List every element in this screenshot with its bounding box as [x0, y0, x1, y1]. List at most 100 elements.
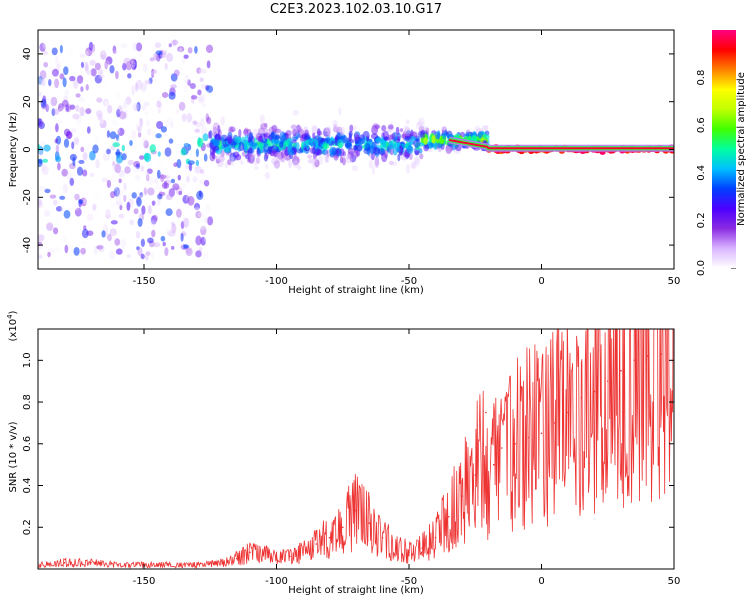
- spectrogram-cell: [131, 154, 136, 160]
- spectrogram-cell: [137, 218, 143, 227]
- spectrogram-cell: [347, 154, 352, 159]
- spectrogram-cell: [228, 128, 233, 133]
- spectrogram-cell: [295, 142, 300, 150]
- spectrogram-cell: [147, 204, 152, 215]
- spectrogram-cell: [97, 114, 103, 121]
- spectrogram-cell: [125, 60, 133, 71]
- spectrogram-cell: [82, 239, 89, 245]
- spectrogram-cell: [67, 244, 74, 252]
- spectrogram-cell: [109, 131, 117, 140]
- spectrogram-cell: [57, 119, 63, 125]
- spectrogram-cell: [155, 133, 162, 139]
- spectrogram-cell: [95, 158, 100, 169]
- spectrogram-cell: [327, 128, 331, 139]
- spectrogram-cell: [243, 127, 249, 135]
- spectrogram-cell: [216, 152, 224, 163]
- spectrogram-cell: [170, 84, 177, 89]
- spectrogram-cell: [155, 50, 163, 56]
- spectrogram-cell: [276, 152, 281, 157]
- spectrogram-cell: [115, 200, 123, 207]
- spectrogram-cell: [125, 96, 132, 105]
- spectrogram-cell: [105, 214, 112, 219]
- spectrogram-cell: [131, 85, 135, 96]
- colorbar-tick-label: 0.0: [696, 260, 707, 276]
- spectrogram-cell: [193, 202, 201, 211]
- spectrogram-cell: [196, 67, 202, 74]
- snr-data-point: [607, 380, 609, 383]
- spectrogram-cell: [94, 74, 103, 84]
- spectrogram-cell: [144, 251, 149, 261]
- spectrogram-cell: [156, 199, 161, 206]
- spectrogram-cell: [101, 230, 106, 238]
- spectrogram-cell: [51, 47, 58, 56]
- spectrogram-cell: [175, 108, 180, 115]
- spectrogram-cell: [217, 124, 221, 135]
- spectrogram-cell: [293, 132, 301, 140]
- spectrogram-cell: [144, 111, 149, 116]
- spectrogram-cell: [381, 152, 388, 163]
- spectrogram-cell: [336, 148, 340, 155]
- spectrogram-cell: [116, 154, 123, 164]
- spectrogram-cell: [198, 190, 202, 198]
- spectrogram-cell: [323, 133, 329, 138]
- spectrogram-cell: [165, 194, 173, 201]
- spectrogram-cell: [247, 154, 255, 164]
- spectrogram-cell: [92, 144, 99, 154]
- spectrogram-cell: [38, 158, 43, 164]
- spectrogram-cell: [43, 58, 49, 69]
- spectrogram-cell: [279, 141, 284, 148]
- spectrogram-cell: [133, 222, 138, 231]
- spectrogram-cell: [65, 105, 70, 112]
- spectrogram-cell: [168, 230, 176, 237]
- spectrogram-cell: [445, 144, 453, 155]
- spectrogram-cell: [109, 211, 117, 221]
- spectrogram-cell: [104, 60, 110, 68]
- spectrogram-cell: [39, 185, 46, 191]
- spectrogram-cell: [86, 126, 91, 134]
- spectrogram-cell: [93, 175, 100, 183]
- spectrogram-cell: [193, 131, 197, 138]
- spectrogram-cell: [106, 56, 111, 65]
- spectrogram-cell: [109, 202, 117, 208]
- spectrogram-cell: [151, 68, 155, 79]
- snr-data-point: [482, 443, 485, 445]
- spectrogram-cell: [114, 238, 121, 246]
- spectrogram-cell: [105, 209, 111, 220]
- spectrogram-cell: [307, 154, 313, 159]
- spectrogram-cell: [152, 130, 157, 139]
- spectrogram-cell: [73, 247, 80, 256]
- spectrogram-cell: [207, 216, 214, 226]
- spectrogram-cell: [129, 140, 133, 146]
- spectrogram-cell: [121, 144, 126, 152]
- spectrogram-cell: [198, 162, 203, 167]
- spectrogram-cell: [239, 160, 244, 165]
- spectrogram-cell: [204, 217, 208, 224]
- spectrogram-cell: [166, 116, 174, 126]
- spectrogram-cell: [42, 158, 48, 163]
- snr-data-point: [660, 353, 662, 355]
- spectrogram-cell: [198, 247, 203, 252]
- spectrogram-cell: [47, 195, 55, 200]
- spectrogram-cell: [404, 135, 412, 140]
- snr-data-point: [493, 463, 495, 466]
- spectrogram-cell: [161, 92, 169, 98]
- snr-data-point: [554, 422, 556, 424]
- spectrogram-cell: [224, 146, 230, 153]
- spectrogram-cell: [205, 234, 212, 240]
- spectrogram-cell: [483, 125, 489, 130]
- spectrogram-cell: [197, 96, 204, 104]
- spectrogram-cell: [82, 169, 88, 177]
- spectrogram-cell: [60, 204, 65, 213]
- spectrogram-cell: [137, 247, 143, 256]
- spectrogram-cell: [192, 120, 198, 126]
- spectrogram-cell: [143, 152, 150, 161]
- spectrogram-cell: [136, 246, 140, 251]
- spectrogram-cell: [180, 148, 187, 156]
- spectrogram-cell: [143, 187, 148, 196]
- y-exponent-label: (x104): [6, 310, 19, 341]
- spectrogram-cell: [286, 134, 292, 140]
- spectrogram-cell: [72, 79, 79, 89]
- spectrogram-cell: [263, 122, 268, 128]
- y-tick-label: 20: [22, 95, 33, 108]
